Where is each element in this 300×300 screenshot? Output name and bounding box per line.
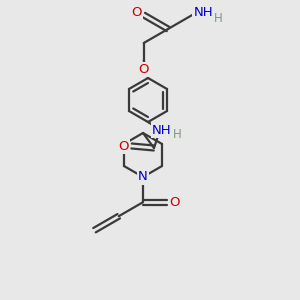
- Text: O: O: [131, 7, 142, 20]
- Text: N: N: [138, 170, 148, 184]
- Text: O: O: [139, 63, 149, 76]
- Text: NH: NH: [152, 124, 172, 136]
- Text: H: H: [172, 128, 182, 142]
- Text: NH: NH: [194, 7, 213, 20]
- Text: O: O: [169, 196, 180, 209]
- Text: H: H: [214, 11, 223, 25]
- Text: O: O: [118, 140, 129, 152]
